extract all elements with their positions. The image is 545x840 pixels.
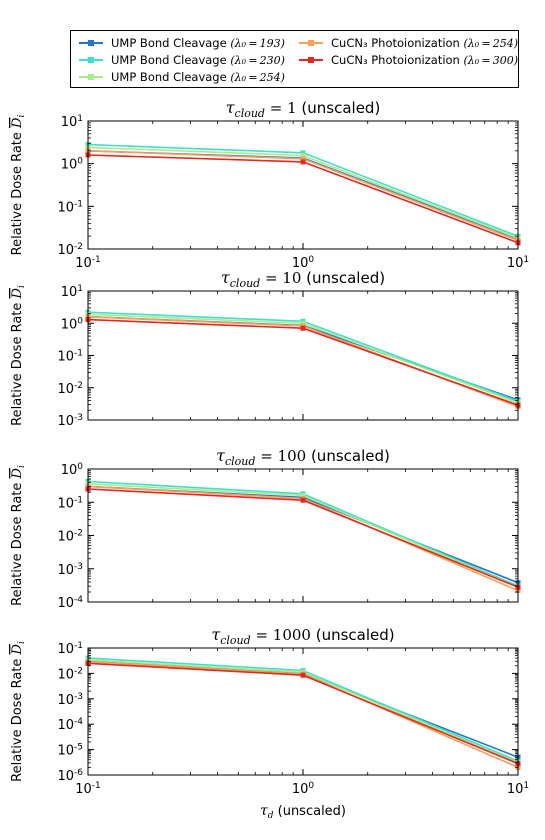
- legend-label: UMP Bond Cleavage: [111, 53, 227, 67]
- legend-swatch: [79, 74, 103, 80]
- subplot-panel: τcloud = 100 (unscaled) 10-4 10-3 10-2 10-1 1…: [10, 446, 521, 611]
- y-tick-label: 10-6: [57, 768, 83, 784]
- x-tick-label: 10-1: [75, 781, 101, 797]
- subplot-title: τcloud = 10 (unscaled): [221, 268, 385, 290]
- data-point: [300, 320, 306, 326]
- series-line: [87, 488, 519, 588]
- legend-swatch: [79, 40, 103, 46]
- data-point: [300, 672, 306, 678]
- y-tick-label: 101: [61, 284, 83, 300]
- y-tick-label: 100: [61, 462, 84, 478]
- data-point: [300, 159, 306, 165]
- y-tick-label: 10-3: [57, 413, 83, 429]
- plot-frame: [87, 290, 519, 421]
- x-tick-label: 100: [292, 255, 315, 271]
- y-tick-label: 10-1: [57, 641, 83, 657]
- legend-lambda: (λ₀ = 254): [463, 37, 519, 50]
- y-axis-label: Relative Dose Rate Di: [10, 465, 27, 606]
- x-tick-label: 101: [507, 255, 529, 271]
- data-point: [300, 493, 306, 498]
- x-tick-label: 100: [292, 781, 315, 797]
- y-tick-label: 10-5: [57, 743, 83, 759]
- x-tick-label: 10-1: [75, 255, 101, 271]
- y-tick-label: 10-1: [57, 349, 83, 365]
- y-tick-label: 10-4: [57, 717, 83, 733]
- y-axis-label: Relative Dose Rate Di: [10, 115, 27, 256]
- data-point: [300, 325, 306, 331]
- legend-lambda: (λ₀ = 230): [230, 54, 285, 67]
- legend-lambda: (λ₀ = 254): [230, 71, 285, 84]
- y-tick-label: 10-4: [57, 595, 83, 611]
- series-line: [87, 662, 519, 765]
- y-tick-label: 10-3: [57, 562, 83, 578]
- legend-label: UMP Bond Cleavage: [111, 36, 227, 50]
- subplot-title: τcloud = 1 (unscaled): [226, 98, 381, 120]
- legend-label: CuCN₃ Photoionization: [331, 53, 460, 67]
- y-tick-label: 10-2: [57, 529, 83, 545]
- subplot-title: τcloud = 1000 (unscaled): [211, 625, 394, 647]
- data-point: [300, 156, 306, 162]
- y-tick-label: 10-1: [57, 495, 83, 511]
- y-axis-label: Relative Dose Rate Di: [10, 285, 27, 426]
- chart-legend: UMP Bond Cleavage (λ₀ = 193) UMP Bond Cl…: [70, 30, 519, 88]
- y-tick-label: 10-1: [57, 199, 83, 215]
- x-axis-label: τd (unscaled): [260, 803, 346, 821]
- legend-label: UMP Bond Cleavage: [111, 70, 227, 84]
- x-tick-label: 101: [507, 781, 529, 797]
- legend-swatch: [299, 57, 323, 63]
- plot-frame: [87, 120, 519, 250]
- data-point: [300, 153, 306, 158]
- y-tick-label: 10-2: [57, 666, 83, 682]
- y-tick-label: 10-2: [57, 242, 83, 258]
- data-point: [300, 497, 306, 503]
- y-axis-label: Relative Dose Rate Di: [10, 641, 27, 782]
- y-tick-label: 100: [61, 316, 84, 332]
- subplot-panel: τcloud = 1000 (unscaled) 10-6 10-5 10-4 10-3…: [10, 625, 529, 797]
- legend-lambda: (λ₀ = 300): [463, 54, 519, 67]
- legend-swatch: [299, 40, 323, 46]
- data-point: [300, 150, 306, 156]
- subplot-title: τcloud = 100 (unscaled): [216, 446, 390, 468]
- series-line: [87, 318, 519, 406]
- y-tick-label: 101: [61, 114, 83, 130]
- legend-lambda: (λ₀ = 193): [230, 37, 285, 50]
- y-tick-label: 100: [61, 157, 84, 173]
- subplot-panel: τcloud = 10 (unscaled) 10-3 10-2 10-1 100 101…: [10, 268, 521, 429]
- y-tick-label: 10-2: [57, 381, 83, 397]
- y-tick-label: 10-3: [57, 692, 83, 708]
- legend-label: CuCN₃ Photoionization: [331, 36, 460, 50]
- legend-swatch: [79, 57, 103, 63]
- series-line: [87, 154, 519, 244]
